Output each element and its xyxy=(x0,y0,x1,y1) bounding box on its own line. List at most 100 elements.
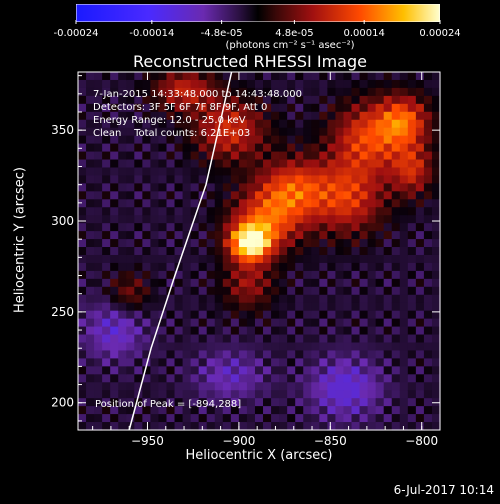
heatmap-cell xyxy=(190,374,200,383)
heatmap-cell xyxy=(415,254,425,264)
heatmap-cell xyxy=(134,159,143,169)
heatmap-cell xyxy=(86,127,95,137)
heatmap-cell xyxy=(134,143,143,153)
heatmap-cell xyxy=(190,294,200,304)
heatmap-cell xyxy=(102,215,111,224)
heatmap-cell xyxy=(407,127,417,137)
heatmap-cell xyxy=(343,87,353,97)
heatmap-cell xyxy=(198,334,208,344)
heatmap-cell xyxy=(94,422,103,431)
heatmap-cell xyxy=(166,231,176,240)
heatmap-cell xyxy=(102,390,111,399)
heatmap-cell xyxy=(431,270,441,280)
heatmap-cell xyxy=(295,239,304,248)
heatmap-cell xyxy=(407,406,417,415)
y-tick-label: 300 xyxy=(51,214,74,228)
heatmap-cell xyxy=(142,278,151,288)
heatmap-cell xyxy=(295,215,304,224)
heatmap-cell xyxy=(134,87,143,97)
heatmap-cell xyxy=(271,79,280,89)
heatmap-cell xyxy=(383,143,393,153)
heatmap-cell xyxy=(287,334,296,344)
heatmap-cell xyxy=(335,119,345,129)
heatmap-cell xyxy=(214,231,224,240)
heatmap-cell xyxy=(367,111,377,121)
heatmap-cell xyxy=(295,87,304,97)
heatmap-cell xyxy=(158,119,168,129)
heatmap-cell xyxy=(351,422,361,431)
heatmap-cell xyxy=(415,278,425,288)
heatmap-cell xyxy=(110,207,119,216)
heatmap-cell xyxy=(142,127,151,137)
heatmap-cell xyxy=(254,422,264,431)
heatmap-cell xyxy=(407,294,417,304)
heatmap-cell xyxy=(86,406,95,415)
heatmap-cell xyxy=(174,406,184,415)
heatmap-cell xyxy=(110,422,119,431)
heatmap-cell xyxy=(214,223,224,232)
heatmap-cell xyxy=(222,390,232,399)
heatmap-cell xyxy=(190,167,200,177)
heatmap-cell xyxy=(118,72,127,81)
heatmap-cell xyxy=(311,87,320,97)
heatmap-cell xyxy=(319,95,328,105)
heatmap-cell xyxy=(423,231,433,240)
heatmap-cell xyxy=(102,294,111,304)
heatmap-cell xyxy=(174,103,184,113)
heatmap-cell xyxy=(279,151,288,161)
heatmap-cell xyxy=(142,374,151,383)
heatmap-cell xyxy=(319,326,328,336)
heatmap-cell xyxy=(327,167,337,177)
heatmap-cell xyxy=(126,270,135,280)
heatmap-cell xyxy=(166,422,176,431)
heatmap-cell xyxy=(319,199,328,208)
heatmap-cell xyxy=(86,103,95,113)
heatmap-cell xyxy=(134,262,143,272)
heatmap-cell xyxy=(359,326,369,336)
heatmap-cell xyxy=(271,406,280,415)
heatmap-cell xyxy=(319,270,328,280)
heatmap-cell xyxy=(238,199,248,208)
heatmap-cell xyxy=(110,270,119,280)
heatmap-cell xyxy=(335,414,345,423)
heatmap-cell xyxy=(399,302,409,312)
heatmap-cell xyxy=(431,119,441,129)
heatmap-cell xyxy=(391,87,401,97)
heatmap-cell xyxy=(86,318,95,328)
heatmap-cell xyxy=(383,127,393,137)
heatmap-cell xyxy=(391,103,401,113)
heatmap-cell xyxy=(327,127,337,137)
heatmap-cell xyxy=(182,366,192,375)
heatmap-cell xyxy=(166,358,176,367)
heatmap-cell xyxy=(311,382,320,391)
heatmap-cell xyxy=(238,239,248,248)
heatmap-cell xyxy=(399,286,409,296)
heatmap-cell xyxy=(150,239,160,248)
heatmap-cell xyxy=(431,215,441,224)
heatmap-cell xyxy=(263,127,272,137)
heatmap-cell xyxy=(94,127,103,137)
heatmap-cell xyxy=(150,175,160,184)
heatmap-cell xyxy=(335,302,345,312)
heatmap-cell xyxy=(263,159,272,169)
heatmap-cell xyxy=(190,382,200,391)
heatmap-cell xyxy=(287,262,296,272)
heatmap-cell xyxy=(150,406,160,415)
heatmap-cell xyxy=(174,342,184,352)
heatmap-cell xyxy=(142,119,151,129)
heatmap-cell xyxy=(142,382,151,391)
heatmap-cell xyxy=(263,247,272,256)
heatmap-cell xyxy=(287,95,296,105)
heatmap-cell xyxy=(327,342,337,352)
heatmap-cell xyxy=(158,239,168,248)
heatmap-cell xyxy=(343,231,353,240)
heatmap-cell xyxy=(383,398,393,407)
heatmap-cell xyxy=(295,286,304,296)
heatmap-cell xyxy=(166,103,176,113)
heatmap-cell xyxy=(78,183,87,192)
heatmap-cell xyxy=(399,215,409,224)
heatmap-cell xyxy=(126,199,135,208)
heatmap-cell xyxy=(222,406,232,415)
heatmap-cell xyxy=(126,223,135,232)
heatmap-cell xyxy=(166,366,176,375)
